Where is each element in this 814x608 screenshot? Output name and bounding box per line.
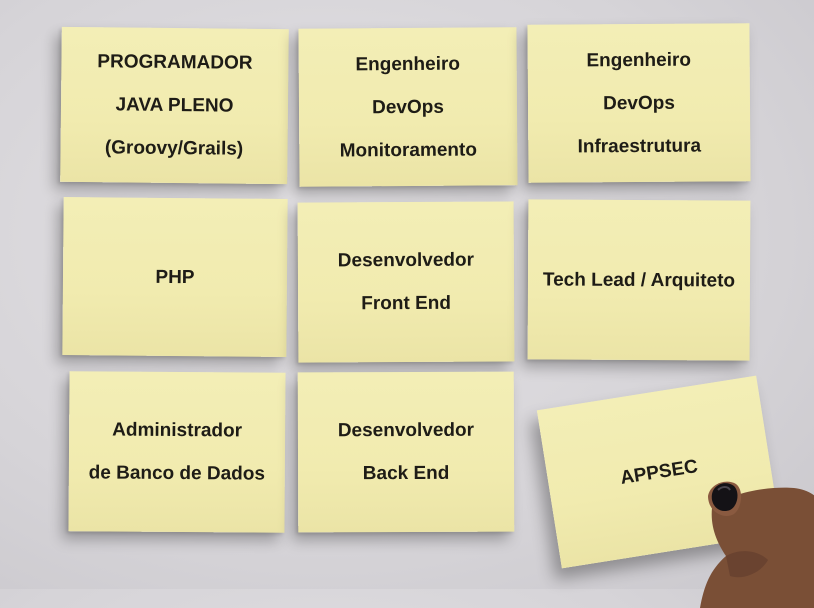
note-line: Infraestrutura [577, 135, 702, 157]
note-line: Engenheiro [586, 49, 692, 71]
note-line: JAVA PLENO [115, 94, 234, 117]
note-line: DevOps [372, 96, 444, 118]
sticky-note-java: PROGRAMADOR JAVA PLENO (Groovy/Grails) [60, 26, 289, 185]
note-line: Monitoramento [339, 139, 477, 161]
note-line: Front End [361, 292, 452, 315]
note-line: (Groovy/Grails) [104, 137, 244, 160]
note-line: Back End [362, 462, 450, 485]
note-line: APPSEC [618, 455, 700, 489]
note-line: Desenvolvedor [337, 249, 475, 272]
sticky-note-dba: Administrador de Banco de Dados [68, 371, 286, 533]
note-line: Administrador [112, 419, 243, 442]
sticky-note-front-end: Desenvolvedor Front End [297, 201, 515, 363]
sticky-note-devops-infraestrutura: Engenheiro DevOps Infraestrutura [527, 23, 751, 183]
note-line: Engenheiro [355, 53, 461, 75]
sticky-note-back-end: Desenvolvedor Back End [297, 371, 515, 533]
sticky-note-tech-lead: Tech Lead / Arquiteto [527, 199, 751, 361]
sticky-note-php: PHP [62, 197, 288, 357]
note-line: PROGRAMADOR [97, 51, 253, 74]
note-line: PHP [155, 266, 195, 288]
note-line: Tech Lead / Arquiteto [542, 268, 736, 292]
hand-illustration [700, 481, 814, 608]
note-line: Desenvolvedor [337, 419, 475, 442]
sticky-note-devops-monitoramento: Engenheiro DevOps Monitoramento [298, 27, 518, 187]
note-line: de Banco de Dados [88, 462, 266, 485]
note-line: DevOps [603, 92, 675, 114]
